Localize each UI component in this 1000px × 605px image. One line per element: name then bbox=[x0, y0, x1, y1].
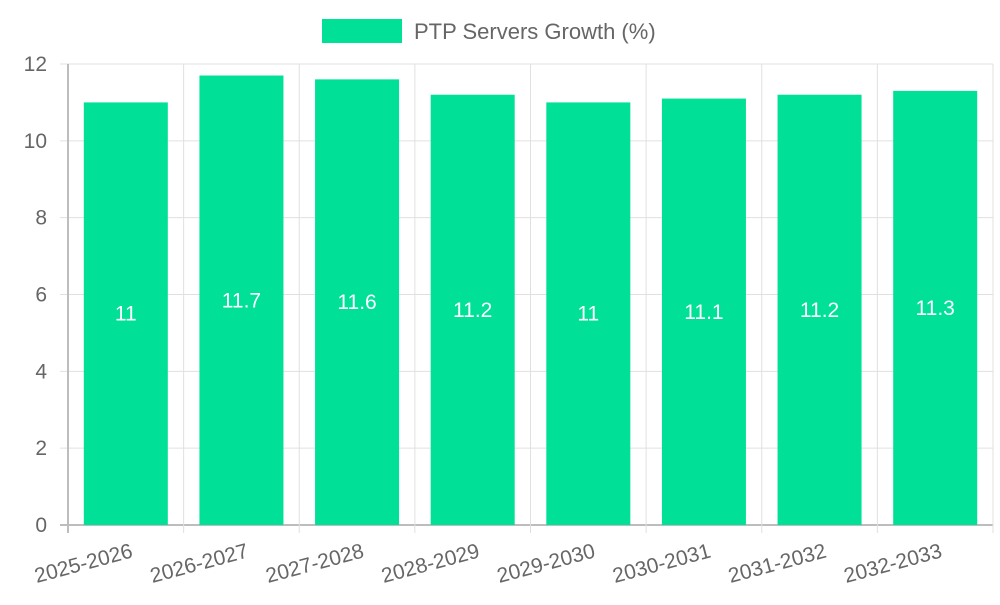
bar[interactable] bbox=[315, 79, 400, 525]
bar[interactable] bbox=[430, 94, 515, 525]
x-tick-label: 2031-2032 bbox=[726, 540, 829, 588]
y-tick-label: 10 bbox=[24, 130, 47, 153]
y-tick-label: 12 bbox=[24, 53, 47, 76]
y-tick-label: 4 bbox=[35, 360, 47, 383]
legend-swatch[interactable] bbox=[322, 19, 402, 43]
bar[interactable] bbox=[199, 75, 284, 526]
bar-value-label: 11.7 bbox=[222, 289, 261, 312]
legend-label[interactable]: PTP Servers Growth (%) bbox=[414, 19, 656, 44]
bar-value-label: 11 bbox=[577, 303, 599, 326]
bar[interactable] bbox=[777, 94, 862, 525]
bar[interactable] bbox=[83, 102, 168, 526]
y-tick-label: 8 bbox=[35, 207, 47, 230]
x-tick-label: 2025-2026 bbox=[32, 540, 135, 588]
bar[interactable] bbox=[661, 98, 746, 525]
x-tick-label: 2032-2033 bbox=[842, 540, 945, 588]
bar-value-label: 11.3 bbox=[916, 297, 955, 320]
bar[interactable] bbox=[546, 102, 631, 526]
y-tick-label: 6 bbox=[35, 284, 47, 307]
bar-value-label: 11 bbox=[115, 303, 137, 326]
x-tick-label: 2029-2030 bbox=[495, 540, 598, 588]
bar-value-label: 11.1 bbox=[684, 301, 723, 324]
bar-series bbox=[83, 75, 978, 526]
bar[interactable] bbox=[893, 90, 978, 526]
bar-value-label: 11.2 bbox=[800, 299, 839, 322]
legend[interactable]: PTP Servers Growth (%) bbox=[322, 19, 656, 44]
bar-value-label: 11.6 bbox=[337, 291, 376, 314]
data-labels: 11 11.7 11.6 11.2 11 11.1 11.2 11.3 bbox=[115, 289, 955, 325]
y-tick-label: 2 bbox=[35, 437, 47, 460]
x-tick-label: 2030-2031 bbox=[610, 540, 713, 588]
x-tick-label: 2026-2027 bbox=[148, 540, 251, 588]
x-tick-label: 2028-2029 bbox=[379, 540, 482, 588]
y-tick-label: 0 bbox=[35, 514, 47, 537]
bar-value-label: 11.2 bbox=[453, 299, 492, 322]
x-tick-label: 2027-2028 bbox=[263, 540, 366, 588]
